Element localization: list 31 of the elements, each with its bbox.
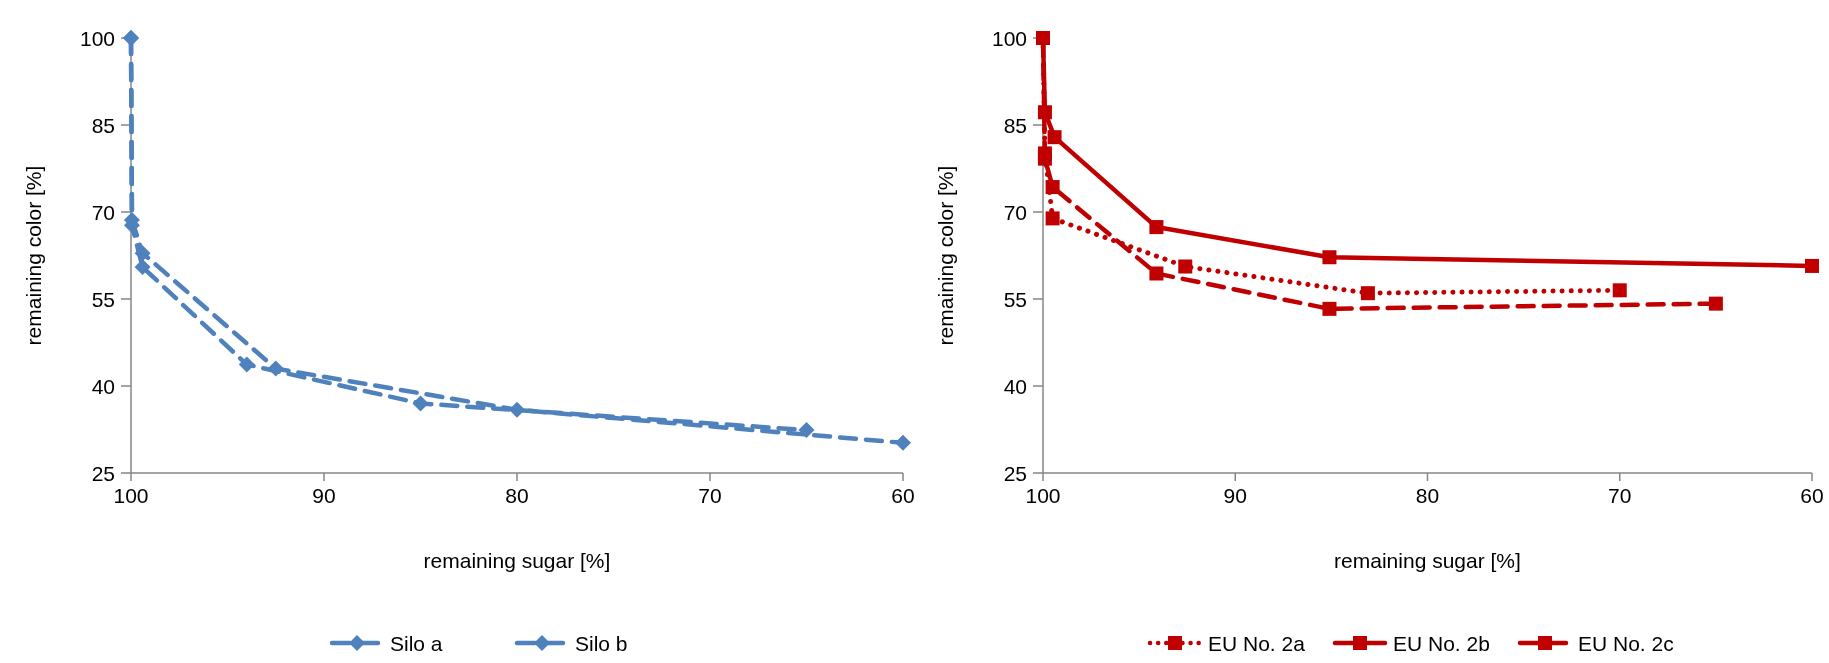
y-tick-label: 40 — [91, 374, 115, 398]
x-tick-label: 80 — [1415, 484, 1440, 507]
x-tick-label: 100 — [1025, 484, 1061, 507]
legend-label: EU No. 2b — [1393, 631, 1490, 655]
x-tick-label: 80 — [505, 484, 529, 507]
y-tick-label: 100 — [991, 26, 1027, 50]
y-axis-title: remaining color [%] — [934, 165, 957, 346]
x-tick-label: 60 — [891, 484, 915, 507]
y-tick-label: 40 — [1003, 374, 1027, 398]
y-tick-label: 85 — [1003, 113, 1027, 137]
y-tick-label: 70 — [91, 200, 115, 224]
x-tick-label: 90 — [312, 484, 336, 507]
y-tick-label: 85 — [91, 113, 115, 137]
legend-label: Silo b — [575, 631, 628, 655]
legend-label: EU No. 2c — [1578, 631, 1674, 655]
y-tick-label: 55 — [91, 287, 115, 311]
x-axis-title: remaining sugar [%] — [1334, 549, 1521, 572]
y-tick-label: 25 — [1003, 461, 1027, 485]
y-tick-label: 70 — [1003, 200, 1027, 224]
x-tick-label: 100 — [113, 484, 149, 507]
legend-label: EU No. 2a — [1208, 631, 1306, 655]
y-tick-label: 100 — [79, 26, 115, 50]
legend-label: Silo a — [390, 631, 443, 655]
x-tick-label: 60 — [1800, 484, 1824, 507]
y-tick-label: 25 — [91, 461, 115, 485]
x-tick-label: 90 — [1223, 484, 1247, 507]
x-tick-label: 70 — [1608, 484, 1632, 507]
x-axis-title: remaining sugar [%] — [423, 549, 611, 572]
y-tick-label: 55 — [1003, 287, 1027, 311]
x-tick-label: 70 — [698, 484, 722, 507]
y-axis-title: remaining color [%] — [22, 165, 45, 346]
